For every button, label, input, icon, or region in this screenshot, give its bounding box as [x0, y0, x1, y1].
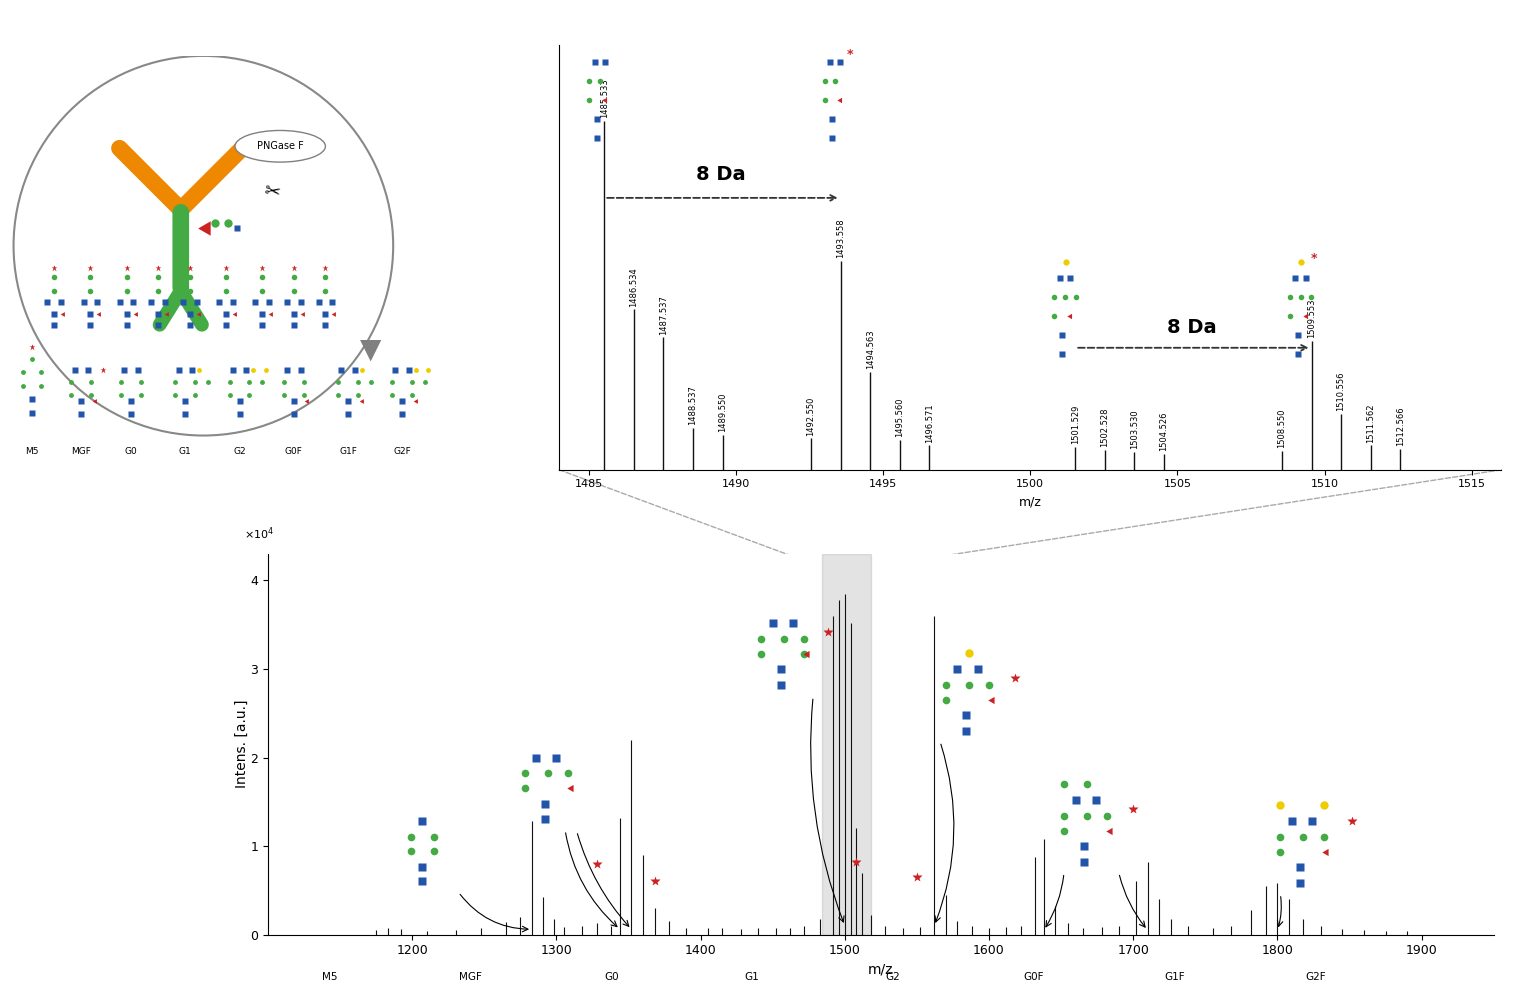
Text: 1508.550: 1508.550 [1278, 408, 1287, 448]
Y-axis label: Intens. [a.u.]: Intens. [a.u.] [234, 700, 250, 788]
Text: G0: G0 [604, 972, 619, 982]
Text: MGF: MGF [72, 447, 92, 456]
Text: 1502.528: 1502.528 [1100, 407, 1109, 447]
Text: 1487.537: 1487.537 [659, 295, 668, 334]
Text: G0F: G0F [1023, 972, 1045, 982]
Text: ✂: ✂ [262, 181, 280, 203]
Text: 1512.566: 1512.566 [1396, 406, 1405, 446]
Text: 1511.562: 1511.562 [1367, 404, 1376, 443]
Text: 1492.550: 1492.550 [806, 397, 815, 435]
Text: 1486.534: 1486.534 [630, 267, 639, 307]
Text: 1501.529: 1501.529 [1071, 405, 1080, 444]
Text: *: * [847, 48, 853, 61]
Text: G1: G1 [745, 972, 760, 982]
Text: 1485.533: 1485.533 [601, 79, 608, 119]
X-axis label: m/z: m/z [869, 963, 893, 977]
Text: 1495.560: 1495.560 [895, 398, 904, 437]
Text: $\times$10$^4$: $\times$10$^4$ [244, 526, 274, 542]
Text: G2: G2 [885, 972, 901, 982]
Text: M5: M5 [322, 972, 337, 982]
Text: G2F: G2F [1305, 972, 1327, 982]
Text: G2F: G2F [394, 447, 411, 456]
Text: 1493.558: 1493.558 [836, 219, 846, 258]
Bar [821, 554, 870, 935]
Text: 1489.550: 1489.550 [719, 393, 728, 432]
Text: 8 Da: 8 Da [1167, 318, 1216, 337]
Ellipse shape [234, 131, 325, 162]
Text: G0: G0 [124, 447, 138, 456]
Text: 1510.556: 1510.556 [1336, 372, 1345, 411]
Text: *: * [1310, 252, 1318, 265]
Text: G1F: G1F [1164, 972, 1186, 982]
Text: 1504.526: 1504.526 [1160, 411, 1167, 451]
Text: G1F: G1F [339, 447, 357, 456]
Text: G2: G2 [233, 447, 245, 456]
Text: 1509.553: 1509.553 [1307, 299, 1316, 338]
Text: 1494.563: 1494.563 [866, 329, 875, 369]
Text: MGF: MGF [460, 972, 481, 982]
Text: M5: M5 [25, 447, 38, 456]
Text: G1: G1 [179, 447, 192, 456]
X-axis label: m/z: m/z [1019, 495, 1042, 508]
Text: 1496.571: 1496.571 [925, 403, 935, 443]
Text: G0F: G0F [285, 447, 303, 456]
Text: 1488.537: 1488.537 [688, 386, 697, 425]
Text: ▼: ▼ [360, 335, 381, 364]
Text: 1503.530: 1503.530 [1129, 409, 1138, 449]
Text: 8 Da: 8 Da [697, 165, 746, 184]
Text: PNGase F: PNGase F [257, 141, 303, 151]
Circle shape [14, 56, 394, 435]
